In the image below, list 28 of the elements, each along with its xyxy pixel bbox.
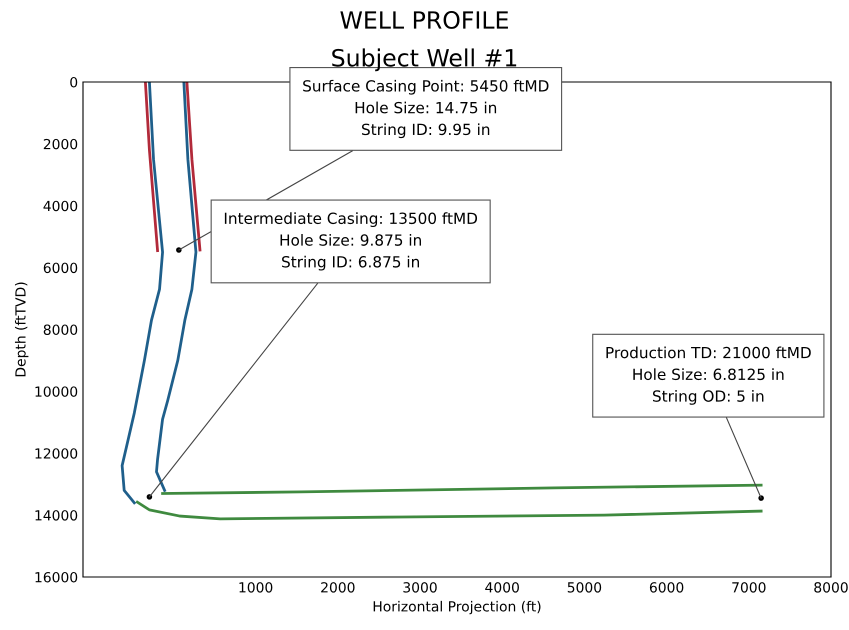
chart-subtitle: Subject Well #1 xyxy=(332,48,516,72)
x-tick-label: 7000 xyxy=(732,582,766,593)
line-series xyxy=(161,484,763,495)
y-tick-label: 6000 xyxy=(44,262,78,274)
x-tick-label: 2000 xyxy=(321,582,355,593)
annotation: Intermediate Casing: 13500 ftMD Hole Size: 9.875 in String ID: 6.875 in xyxy=(224,212,478,271)
x-tick-label: 6000 xyxy=(650,582,684,593)
y-tick-label: 8000 xyxy=(44,324,78,335)
x-axis-title: Horizontal Projection (ft) xyxy=(374,600,540,614)
x-tick-label: 1000 xyxy=(239,582,272,593)
line-series xyxy=(136,500,763,520)
y-tick-label: 0 xyxy=(70,76,78,88)
y-tick-label: 12000 xyxy=(35,448,78,459)
x-tick-label: 8000 xyxy=(814,582,848,593)
line-series xyxy=(120,82,164,504)
y-tick-label: 4000 xyxy=(43,200,78,212)
x-tick-label: 5000 xyxy=(568,582,602,593)
chart-title: WELL PROFILE xyxy=(340,11,508,29)
x-tick-label: 3000 xyxy=(403,582,437,593)
y-tick-label: 14000 xyxy=(35,510,78,521)
line-series xyxy=(155,82,198,492)
y-tick-label: 10000 xyxy=(35,386,78,397)
y-tick-label: 16000 xyxy=(35,572,78,582)
y-tick-label: 2000 xyxy=(44,138,78,150)
annotation: Surface Casing Point: 5450 ftMD Hole Size: 14.75 in String ID: 9.95 in xyxy=(303,80,548,138)
annotation: Production TD: 21000 ftMD Hole Size: 6.8125 in String OD: 5 in xyxy=(606,346,811,405)
y-axis-title: Depth (ftTVD) xyxy=(14,282,28,376)
x-tick-label: 4000 xyxy=(485,582,519,593)
